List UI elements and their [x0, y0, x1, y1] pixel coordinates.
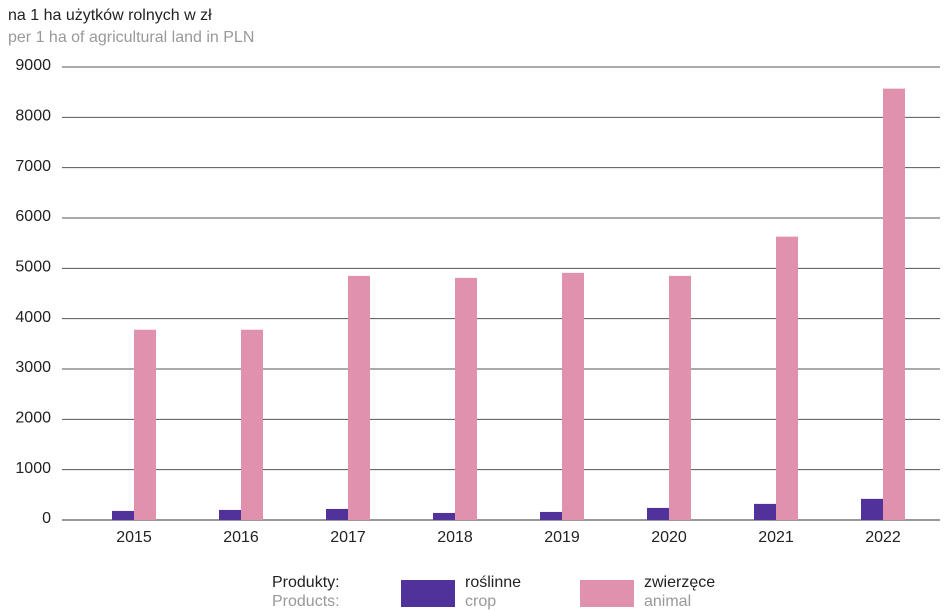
- legend-swatch: [401, 580, 455, 607]
- y-tick-label: 9000: [15, 57, 51, 74]
- y-tick-label: 6000: [15, 208, 51, 225]
- bar: [455, 277, 477, 520]
- legend-label: zwierzęce: [644, 574, 715, 591]
- bar: [562, 272, 584, 520]
- x-tick-label: 2016: [223, 529, 259, 546]
- x-tick-label: 2020: [651, 529, 687, 546]
- y-tick-label: 5000: [15, 259, 51, 276]
- y-tick-label: 3000: [15, 359, 51, 376]
- x-tick-label: 2017: [330, 529, 366, 546]
- chart-subtitle: per 1 ha of agricultural land in PLN: [8, 29, 254, 46]
- x-tick-label: 2018: [437, 529, 473, 546]
- y-tick-label: 2000: [15, 410, 51, 427]
- bar: [883, 88, 905, 520]
- bar: [134, 329, 156, 520]
- y-tick-label: 0: [42, 510, 51, 527]
- bar: [241, 329, 263, 520]
- y-tick-label: 1000: [15, 460, 51, 477]
- y-tick-label: 8000: [15, 108, 51, 125]
- bar: [219, 509, 241, 520]
- legend-swatch: [580, 580, 634, 607]
- x-tick-label: 2019: [544, 529, 580, 546]
- bar: [112, 510, 134, 520]
- bar: [326, 508, 348, 520]
- x-tick-label: 2021: [758, 529, 794, 546]
- legend-title-en: Products:: [272, 593, 340, 610]
- legend-title: Produkty:: [272, 574, 340, 591]
- legend-label-en: crop: [465, 593, 496, 610]
- bar: [776, 236, 798, 520]
- bar: [754, 503, 776, 520]
- bar: [348, 275, 370, 520]
- bar: [540, 511, 562, 520]
- chart-title: na 1 ha użytków rolnych w zł: [8, 7, 212, 24]
- bar: [669, 275, 691, 520]
- y-tick-label: 4000: [15, 309, 51, 326]
- bar: [861, 498, 883, 520]
- bar: [647, 507, 669, 520]
- bar: [433, 512, 455, 520]
- legend-label: roślinne: [465, 574, 521, 591]
- legend-label-en: animal: [644, 593, 691, 610]
- x-tick-label: 2015: [116, 529, 152, 546]
- y-tick-label: 7000: [15, 158, 51, 175]
- x-tick-label: 2022: [865, 529, 901, 546]
